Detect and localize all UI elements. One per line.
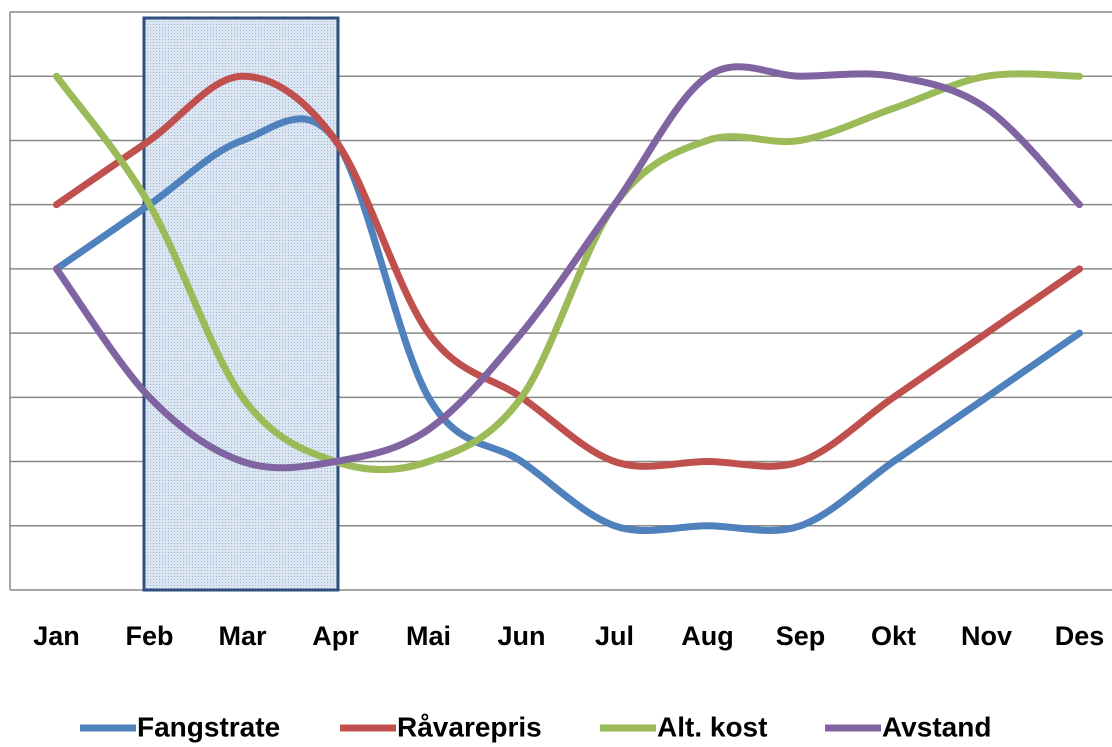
legend-label: Råvarepris bbox=[397, 711, 542, 742]
x-tick-label: Feb bbox=[125, 621, 173, 651]
series-line bbox=[53, 70, 1083, 474]
series-line bbox=[53, 72, 1083, 470]
legend-label: Avstand bbox=[882, 711, 991, 742]
x-tick-label: Des bbox=[1055, 621, 1105, 651]
series-line bbox=[53, 63, 1083, 472]
x-tick-label: Mar bbox=[218, 621, 267, 651]
legend-label: Alt. kost bbox=[657, 711, 767, 742]
plot bbox=[53, 63, 1083, 534]
x-tick-label: Sep bbox=[776, 621, 826, 651]
x-tick-label: Jun bbox=[497, 621, 545, 651]
x-tick-label: Apr bbox=[312, 621, 359, 651]
legend-label: Fangstrate bbox=[137, 711, 280, 742]
legend: Fangstrate Råvarepris Alt. kost Avstand bbox=[80, 711, 991, 742]
x-tick-label: Nov bbox=[961, 621, 1012, 651]
highlight-region bbox=[142, 16, 340, 592]
x-tick-label: Aug bbox=[681, 621, 733, 651]
x-tick-label: Jul bbox=[595, 621, 634, 651]
series-line bbox=[53, 115, 1083, 534]
x-tick-label: Mai bbox=[406, 621, 451, 651]
x-tick-label: Okt bbox=[871, 621, 916, 651]
x-axis: Jan Feb Mar Apr Mai Jun Jul Aug Sep Okt Nov Des bbox=[33, 621, 1104, 651]
x-tick-label: Jan bbox=[33, 621, 80, 651]
